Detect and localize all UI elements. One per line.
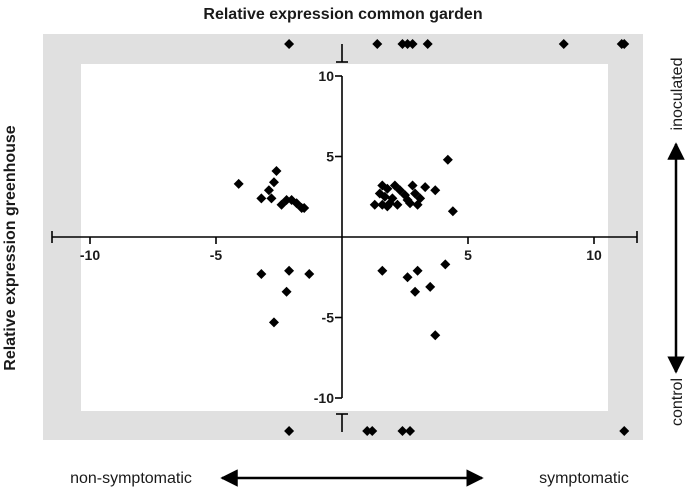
data-points bbox=[233, 39, 630, 436]
data-point-off-scale-bottom bbox=[619, 426, 630, 436]
x-tick-label: -5 bbox=[210, 247, 223, 263]
data-point-off-scale-bottom bbox=[284, 426, 295, 436]
data-point bbox=[268, 317, 279, 328]
data-point bbox=[256, 269, 267, 280]
data-point bbox=[442, 154, 453, 165]
data-point-off-scale-bottom bbox=[367, 426, 378, 436]
y-tick-label: 10 bbox=[318, 68, 334, 84]
data-point-off-scale-top bbox=[372, 39, 383, 49]
data-point bbox=[392, 199, 403, 210]
data-point-off-scale-top bbox=[397, 39, 408, 49]
x-tick-label: -10 bbox=[80, 247, 100, 263]
data-point bbox=[412, 265, 423, 276]
y-tick-label: -5 bbox=[322, 310, 335, 326]
annotation-inoculated: inoculated bbox=[669, 58, 685, 131]
axes bbox=[51, 44, 638, 432]
data-point bbox=[412, 199, 423, 210]
data-point bbox=[430, 185, 441, 196]
data-point bbox=[420, 182, 431, 193]
data-point bbox=[377, 265, 388, 276]
data-point-off-scale-top bbox=[284, 39, 295, 49]
tick-marks bbox=[89, 75, 595, 399]
data-point-off-scale-bottom bbox=[362, 426, 373, 436]
x-tick-label: 10 bbox=[586, 247, 602, 263]
annotation-control: control bbox=[669, 378, 685, 426]
chart-title: Relative expression common garden bbox=[203, 6, 482, 23]
data-point bbox=[263, 185, 274, 196]
data-point-off-scale-top bbox=[422, 39, 433, 49]
data-point bbox=[402, 272, 413, 283]
x-tick-label: 5 bbox=[464, 247, 472, 263]
data-point bbox=[379, 191, 390, 202]
data-point bbox=[268, 177, 279, 188]
y-tick-label: 5 bbox=[326, 149, 334, 165]
data-point bbox=[430, 330, 441, 341]
annotation-symptomatic: symptomatic bbox=[539, 470, 629, 487]
data-point bbox=[440, 259, 451, 270]
data-point bbox=[369, 199, 380, 210]
data-point bbox=[382, 201, 393, 212]
data-point-off-scale-top bbox=[558, 39, 569, 49]
data-point bbox=[407, 180, 418, 191]
tick-labels: -10 -5 5 10 10 5 -5 -10 bbox=[80, 68, 602, 406]
data-point-off-scale-top bbox=[402, 39, 413, 49]
data-point bbox=[233, 178, 244, 189]
data-point bbox=[382, 183, 393, 194]
y-axis-label: Relative expression greenhouse bbox=[2, 125, 19, 371]
data-point bbox=[284, 265, 295, 276]
data-point bbox=[296, 203, 307, 214]
data-point bbox=[281, 286, 292, 297]
data-point-off-scale-bottom bbox=[397, 426, 408, 436]
y-tick-label: -10 bbox=[314, 390, 334, 406]
data-point bbox=[256, 193, 267, 204]
data-point-off-scale-top bbox=[407, 39, 418, 49]
data-point bbox=[447, 206, 458, 217]
data-point bbox=[266, 193, 277, 204]
data-point-off-scale-top bbox=[619, 39, 630, 49]
data-point bbox=[271, 165, 282, 176]
data-point bbox=[425, 281, 436, 292]
annotation-non-symptomatic: non-symptomatic bbox=[70, 470, 192, 487]
data-point bbox=[304, 269, 315, 280]
data-point bbox=[405, 198, 416, 209]
data-point bbox=[276, 199, 287, 210]
data-point-off-scale-bottom bbox=[405, 426, 416, 436]
data-point bbox=[410, 286, 421, 297]
